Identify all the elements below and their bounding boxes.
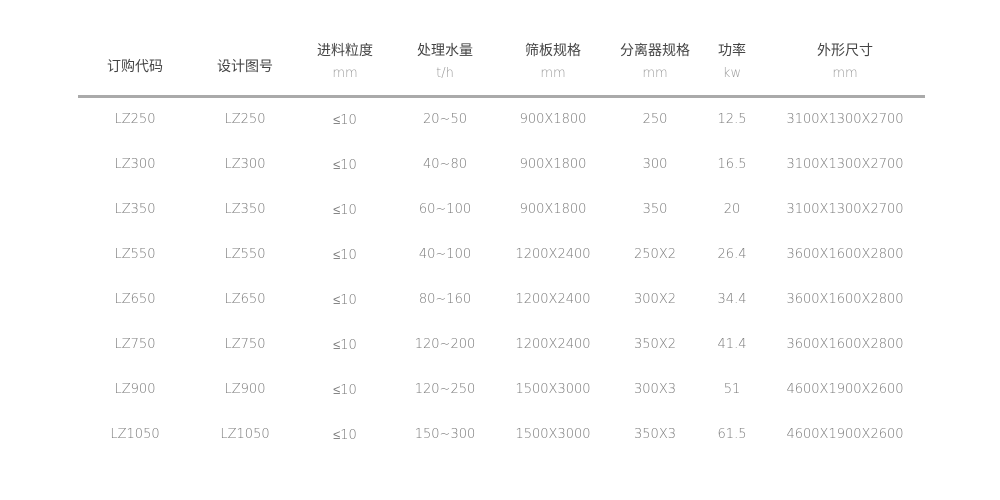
table-cell: LZ1050 [110,427,160,442]
table-cell: LZ250 [224,112,266,127]
table-cell: 350X3 [634,427,676,442]
table-cell: 3100X1300X2700 [786,157,904,172]
table-cell: 120~250 [414,382,476,397]
table-cell: 61.5 [717,427,747,442]
table-cell: 250X2 [634,247,676,262]
column-unit: mm [642,66,668,81]
table-cell: 1200X2400 [515,292,591,307]
table-cell: 4600X1900X2600 [786,427,904,442]
table-cell: 300X3 [634,382,676,397]
column-header: 订购代码 [107,59,163,75]
table-cell: LZ350 [114,202,156,217]
table-cell: ≤10 [333,113,357,128]
table-cell: ≤10 [333,203,357,218]
column-header: 分离器规格 [620,43,690,59]
table-cell: 3600X1600X2800 [786,292,904,307]
table-cell: 41.4 [717,337,747,352]
table-cell: LZ650 [224,292,266,307]
table-cell: 4600X1900X2600 [786,382,904,397]
table-cell: LZ900 [114,382,156,397]
column-unit: t/h [436,66,454,81]
table-cell: ≤10 [333,383,357,398]
table-cell: 300X2 [634,292,676,307]
column-header: 筛板规格 [525,43,581,59]
table-cell: 900X1800 [519,202,587,217]
table-cell: 1500X3000 [515,427,591,442]
table-cell: ≤10 [333,248,357,263]
table-cell: LZ250 [114,112,156,127]
column-unit: mm [832,66,858,81]
table-cell: 250 [642,112,668,127]
table-cell: 120~200 [414,337,476,352]
table-cell: LZ650 [114,292,156,307]
table-cell: 16.5 [717,157,747,172]
table-cell: 40~80 [423,157,467,172]
table-cell: 300 [642,157,668,172]
column-header: 进料粒度 [317,43,373,59]
table-cell: LZ350 [224,202,266,217]
table-cell: 1200X2400 [515,337,591,352]
table-cell: 900X1800 [519,157,587,172]
table-cell: 34.4 [717,292,747,307]
table-cell: LZ550 [224,247,266,262]
column-header: 功率 [718,43,746,59]
table-cell: 20~50 [423,112,467,127]
table-cell: 12.5 [717,112,747,127]
table-cell: 60~100 [418,202,472,217]
header-divider [78,95,925,98]
column-header: 处理水量 [417,43,473,59]
table-cell: 80~160 [418,292,472,307]
column-header: 外形尺寸 [817,43,873,59]
table-cell: LZ1050 [220,427,270,442]
table-cell: 20 [723,202,741,217]
table-cell: 26.4 [717,247,747,262]
table-cell: ≤10 [333,293,357,308]
table-cell: LZ750 [114,337,156,352]
column-unit: kw [722,66,742,81]
column-unit: mm [332,66,358,81]
table-cell: ≤10 [333,338,357,353]
table-cell: LZ300 [224,157,266,172]
table-cell: 3100X1300X2700 [786,202,904,217]
table-cell: 51 [723,382,741,397]
table-cell: 3600X1600X2800 [786,337,904,352]
table-cell: LZ900 [224,382,266,397]
table-cell: 150~300 [414,427,476,442]
table-cell: LZ300 [114,157,156,172]
table-cell: 3600X1600X2800 [786,247,904,262]
table-cell: ≤10 [333,428,357,443]
table-cell: 350 [642,202,668,217]
table-cell: 350X2 [634,337,676,352]
table-cell: ≤10 [333,158,357,173]
column-header: 设计图号 [217,59,273,75]
table-cell: LZ550 [114,247,156,262]
table-cell: 40~100 [418,247,472,262]
column-unit: mm [540,66,566,81]
table-cell: 1200X2400 [515,247,591,262]
table-cell: 3100X1300X2700 [786,112,904,127]
table-cell: LZ750 [224,337,266,352]
table-cell: 1500X3000 [515,382,591,397]
table-cell: 900X1800 [519,112,587,127]
